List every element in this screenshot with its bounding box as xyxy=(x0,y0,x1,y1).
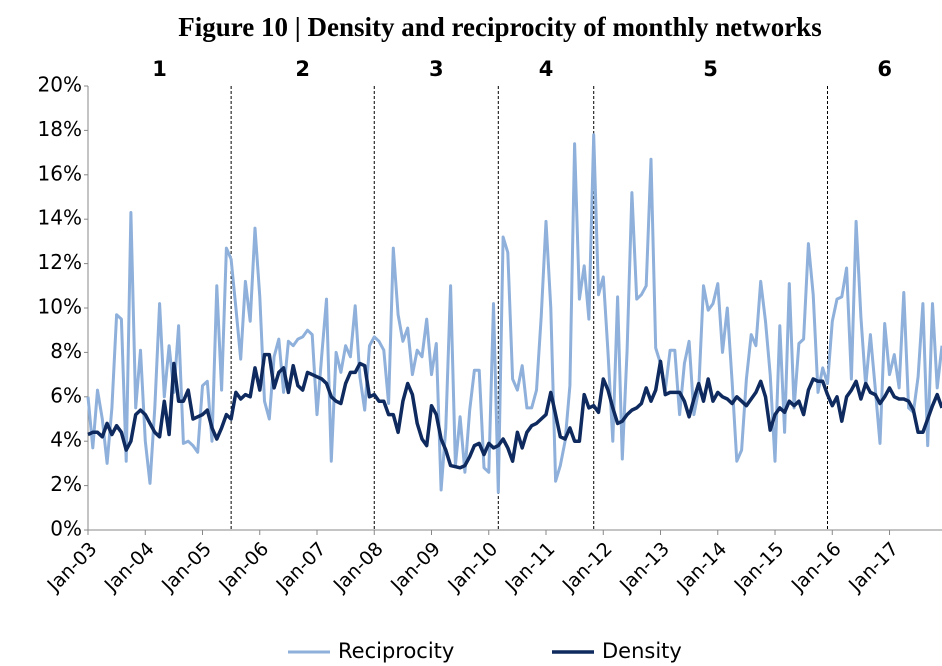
y-tick-label: 12% xyxy=(38,250,82,274)
period-label: 3 xyxy=(429,57,444,81)
x-tick-label: Jan-06 xyxy=(214,538,273,597)
period-label: 5 xyxy=(703,57,718,81)
x-tick-label: Jan-09 xyxy=(386,538,445,597)
legend-label: Density xyxy=(602,639,682,663)
y-tick-label: 18% xyxy=(38,117,82,141)
line xyxy=(86,133,942,494)
period-label: 1 xyxy=(152,57,167,81)
x-tick-label: Jan-11 xyxy=(501,538,560,597)
y-tick-label: 0% xyxy=(50,517,82,541)
x-tick-label: Jan-05 xyxy=(157,538,216,597)
y-tick-label: 8% xyxy=(50,339,82,363)
y-tick-label: 14% xyxy=(38,206,82,230)
x-tick-label: Jan-10 xyxy=(443,538,502,597)
x-tick-label: Jan-12 xyxy=(558,538,617,597)
y-tick-label: 2% xyxy=(50,472,82,496)
line xyxy=(87,352,942,470)
y-tick-label: 16% xyxy=(38,161,82,185)
x-tick-label: Jan-15 xyxy=(730,538,789,597)
y-tick-label: 20% xyxy=(38,73,82,97)
period-label: 6 xyxy=(877,57,892,81)
x-tick-label: Jan-04 xyxy=(100,538,159,597)
y-tick-label: 6% xyxy=(50,383,82,407)
period-label: 2 xyxy=(295,57,310,81)
y-tick-label: 4% xyxy=(50,428,82,452)
x-tick-label: Jan-17 xyxy=(844,538,903,597)
x-tick-label: Jan-08 xyxy=(329,538,388,597)
legend-label: Reciprocity xyxy=(338,639,454,663)
chart-title: Figure 10 | Density and reciprocity of m… xyxy=(178,12,821,42)
period-label: 4 xyxy=(539,57,554,81)
x-tick-label: Jan-13 xyxy=(615,538,674,597)
x-tick-label: Jan-16 xyxy=(787,538,846,597)
x-tick-label: Jan-03 xyxy=(43,538,102,597)
x-tick-label: Jan-14 xyxy=(672,538,731,597)
y-tick-label: 10% xyxy=(38,295,82,319)
x-tick-label: Jan-07 xyxy=(272,538,331,597)
